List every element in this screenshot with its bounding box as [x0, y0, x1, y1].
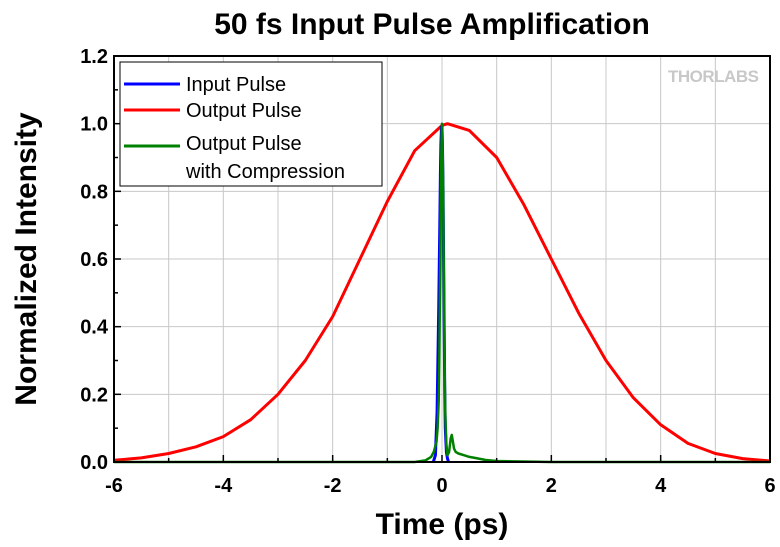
thorlabs-watermark: THORLABS [668, 67, 759, 86]
x-tick-label: -2 [324, 475, 342, 497]
legend-label-compression-line1: Output Pulse [186, 133, 302, 155]
series-line-output-pulse [113, 122, 771, 463]
x-axis-label: Time (ps) [376, 508, 509, 541]
y-tick-label: 0.2 [80, 384, 108, 406]
legend-label-output: Output Pulse [186, 100, 302, 122]
legend-label-input: Input Pulse [186, 74, 286, 96]
y-tick-labels: 0.0 0.2 0.4 0.6 0.8 1.0 1.2 [80, 46, 109, 474]
y-tick-label: 0.8 [80, 181, 108, 203]
y-tick-label: 1.2 [80, 46, 108, 68]
y-tick-label: 0.4 [80, 317, 109, 339]
x-tick-label: -6 [105, 475, 123, 497]
legend: Input Pulse Output Pulse Output Pulse wi… [119, 61, 383, 187]
y-tick-label: 0.0 [80, 452, 108, 474]
x-tick-labels: -6 -4 -2 0 2 4 6 [105, 475, 775, 497]
y-axis-label: Normalized Intensity [10, 112, 43, 406]
legend-label-compression-line2: with Compression [185, 161, 345, 183]
y-tick-label: 1.0 [80, 114, 108, 136]
series-group [113, 122, 771, 464]
x-tick-label: 0 [436, 475, 447, 497]
y-tick-label: 0.6 [80, 249, 108, 271]
chart-title: 50 fs Input Pulse Amplification [214, 8, 650, 41]
tick-marks [113, 55, 771, 463]
x-tick-label: 4 [655, 475, 667, 497]
series-line-output-compression [114, 122, 770, 464]
x-tick-label: 6 [764, 475, 775, 497]
x-tick-label: -4 [214, 475, 233, 497]
x-tick-label: 2 [546, 475, 557, 497]
